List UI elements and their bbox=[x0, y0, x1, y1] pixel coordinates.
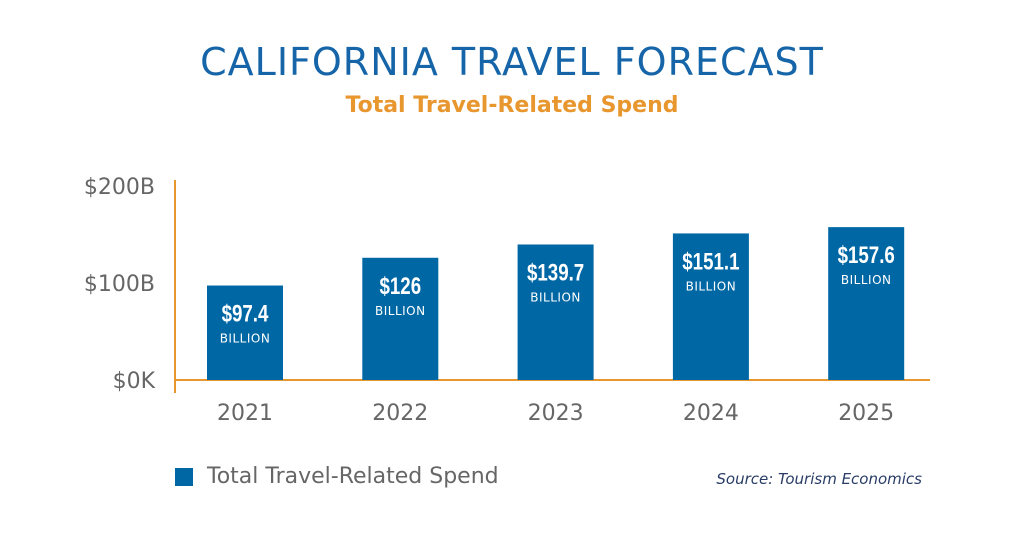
x-tick-label: 2025 bbox=[838, 401, 894, 426]
bar-value-label: $126 bbox=[379, 273, 421, 300]
bar-value-label: $151.1 bbox=[682, 248, 739, 275]
x-tick-label: 2024 bbox=[683, 401, 739, 426]
bar-unit-label: BILLION bbox=[841, 273, 892, 287]
legend-swatch bbox=[175, 467, 193, 486]
bar-value-label: $97.4 bbox=[222, 300, 269, 327]
x-tick-label: 2023 bbox=[528, 401, 584, 426]
bar-unit-label: BILLION bbox=[220, 332, 271, 346]
bar bbox=[362, 257, 439, 380]
bar-unit-label: BILLION bbox=[530, 290, 581, 304]
bar bbox=[828, 227, 905, 380]
chart-title: CALIFORNIA TRAVEL FORECAST bbox=[200, 40, 824, 84]
legend: Total Travel-Related Spend bbox=[175, 464, 499, 489]
bar-value-label: $157.6 bbox=[838, 242, 895, 269]
y-tick-label: $100B bbox=[84, 272, 155, 297]
bar bbox=[517, 244, 594, 380]
chart-subtitle: Total Travel-Related Spend bbox=[345, 93, 679, 118]
x-tick-label: 2021 bbox=[217, 401, 273, 426]
bar-unit-label: BILLION bbox=[686, 279, 737, 293]
x-tick-label: 2022 bbox=[372, 401, 428, 426]
legend-label: Total Travel-Related Spend bbox=[207, 464, 499, 489]
y-tick-label: $0K bbox=[113, 369, 156, 394]
source-note: Source: Tourism Economics bbox=[716, 470, 922, 488]
bar-value-label: $139.7 bbox=[527, 259, 584, 286]
bar bbox=[672, 233, 749, 380]
y-tick-label: $200B bbox=[84, 175, 155, 200]
bar-unit-label: BILLION bbox=[375, 304, 426, 318]
bar bbox=[207, 285, 283, 380]
